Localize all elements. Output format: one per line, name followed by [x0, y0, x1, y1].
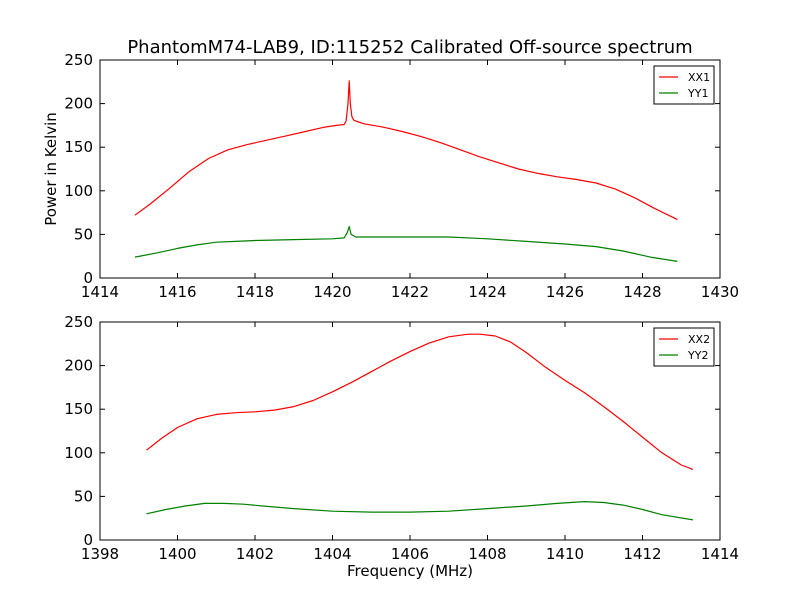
x-tick-label-1: 1416 — [158, 283, 196, 301]
legend-box-1 — [653, 65, 715, 105]
y-tick-label-1: 100 — [64, 182, 93, 200]
x-tick-label-1: 1414 — [81, 283, 119, 301]
x-tick-label-1: 1428 — [623, 283, 661, 301]
legend-box-2 — [653, 327, 715, 367]
x-tick-label-1: 1430 — [701, 283, 739, 301]
chart-title: PhantomM74-LAB9, ID:115252 Calibrated Of… — [127, 37, 692, 58]
y-tick-label-1: 50 — [74, 225, 93, 243]
x-tick-label-2: 1408 — [468, 545, 506, 563]
x-tick-label-1: 1424 — [468, 283, 506, 301]
y-tick-label-2: 150 — [64, 400, 93, 418]
x-tick-label-2: 1402 — [236, 545, 274, 563]
y-tick-label-2: 50 — [74, 487, 93, 505]
legend-label-yy1: YY1 — [687, 87, 708, 100]
y-axis-label-1: Power in Kelvin — [42, 112, 60, 226]
x-tick-label-2: 1412 — [623, 545, 661, 563]
x-tick-label-2: 1406 — [391, 545, 429, 563]
series-line-xx2 — [146, 333, 694, 470]
y-tick-label-2: 200 — [64, 357, 93, 375]
series-line-xx1 — [134, 80, 678, 221]
y-tick-label-1: 200 — [64, 95, 93, 113]
x-tick-label-1: 1422 — [391, 283, 429, 301]
y-tick-label-2: 250 — [64, 313, 93, 331]
x-axis-label-2: Frequency (MHz) — [347, 562, 473, 580]
y-tick-label-2: 0 — [83, 531, 93, 549]
x-tick-label-1: 1420 — [313, 283, 351, 301]
y-tick-label-1: 250 — [64, 51, 93, 69]
x-tick-label-1: 1418 — [236, 283, 274, 301]
series-line-yy2 — [146, 501, 693, 521]
x-tick-label-2: 1398 — [81, 545, 119, 563]
x-tick-label-1: 1426 — [546, 283, 584, 301]
series-line-yy1 — [134, 226, 678, 262]
x-tick-label-2: 1410 — [546, 545, 584, 563]
y-tick-label-1: 0 — [83, 269, 93, 287]
legend-label-xx2: XX2 — [688, 333, 710, 346]
x-tick-label-2: 1414 — [701, 545, 739, 563]
plot-frame-2 — [99, 321, 721, 541]
x-tick-label-2: 1400 — [158, 545, 196, 563]
y-tick-label-1: 150 — [64, 138, 93, 156]
x-tick-label-2: 1404 — [313, 545, 351, 563]
y-tick-label-2: 100 — [64, 444, 93, 462]
legend-label-xx1: XX1 — [688, 71, 710, 84]
legend-label-yy2: YY2 — [687, 349, 708, 362]
